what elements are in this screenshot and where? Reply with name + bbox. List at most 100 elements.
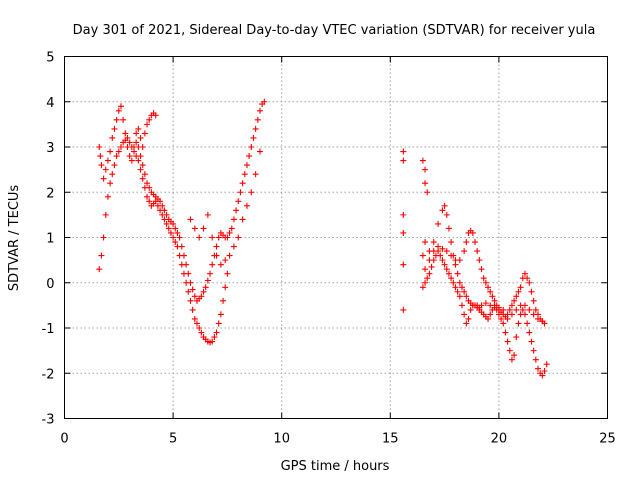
data-point	[96, 266, 103, 273]
data-point	[102, 166, 109, 173]
data-point	[511, 352, 518, 359]
data-point	[426, 257, 433, 264]
data-point	[224, 234, 231, 241]
data-point	[443, 248, 450, 255]
data-point	[196, 234, 203, 241]
data-point	[98, 252, 105, 259]
data-point	[482, 300, 489, 307]
data-point	[137, 166, 144, 173]
data-point	[128, 157, 135, 164]
data-point	[445, 225, 452, 232]
data-point	[185, 270, 192, 277]
data-point	[445, 270, 452, 277]
data-point	[176, 234, 183, 241]
data-point	[178, 243, 185, 250]
data-point	[437, 252, 444, 259]
y-tick-label: 2	[46, 186, 54, 201]
data-point	[226, 252, 233, 259]
data-point	[254, 116, 261, 123]
data-point	[187, 297, 194, 304]
data-point	[467, 306, 474, 313]
data-point	[463, 320, 470, 327]
data-point	[113, 153, 120, 160]
data-point	[532, 356, 539, 363]
data-point	[261, 98, 268, 105]
data-point	[209, 234, 216, 241]
data-point	[220, 297, 227, 304]
data-point	[163, 220, 170, 227]
data-point	[487, 288, 494, 295]
data-point	[456, 257, 463, 264]
data-point	[180, 252, 187, 259]
data-point	[202, 284, 209, 291]
data-point	[419, 284, 426, 291]
data-point	[115, 148, 122, 155]
data-point	[511, 297, 518, 304]
data-point	[141, 171, 148, 178]
data-point	[541, 320, 548, 327]
data-point	[111, 125, 118, 132]
x-tick-label: 5	[169, 432, 177, 447]
data-point	[461, 248, 468, 255]
data-point	[102, 211, 109, 218]
data-point	[476, 257, 483, 264]
data-point	[157, 198, 164, 205]
data-point	[502, 329, 509, 336]
series-e	[400, 148, 431, 313]
data-point	[228, 225, 235, 232]
data-point	[472, 239, 479, 246]
data-point	[207, 270, 214, 277]
data-point	[422, 239, 429, 246]
data-point	[485, 315, 492, 322]
data-point	[174, 229, 181, 236]
data-point	[113, 116, 120, 123]
data-point	[482, 279, 489, 286]
data-point	[248, 189, 255, 196]
data-point	[524, 320, 531, 327]
y-tick-label: 3	[46, 141, 54, 156]
data-point	[424, 275, 431, 282]
data-point	[443, 266, 450, 273]
data-point	[198, 293, 205, 300]
data-point	[515, 320, 522, 327]
x-tick-label: 20	[491, 432, 508, 447]
x-axis-label: GPS time / hours	[281, 459, 390, 474]
data-point	[170, 220, 177, 227]
data-point	[517, 284, 524, 291]
data-point	[458, 284, 465, 291]
data-point	[528, 338, 535, 345]
data-point	[104, 193, 111, 200]
data-point	[133, 130, 140, 137]
data-point	[172, 239, 179, 246]
data-point	[235, 234, 242, 241]
data-point	[469, 229, 476, 236]
data-point	[131, 148, 138, 155]
x-tick-label: 25	[599, 432, 616, 447]
data-point	[246, 153, 253, 160]
data-point	[117, 144, 124, 150]
data-point	[435, 243, 442, 250]
y-tick-label: 1	[46, 232, 54, 247]
data-point	[504, 311, 511, 318]
data-point	[185, 288, 192, 295]
data-point	[135, 157, 142, 164]
data-point	[120, 116, 127, 123]
data-point	[430, 239, 437, 246]
data-point	[200, 225, 207, 232]
data-point	[400, 306, 407, 313]
data-point	[532, 306, 539, 313]
data-point	[530, 297, 537, 304]
data-point	[463, 239, 470, 246]
data-point	[526, 306, 533, 313]
x-tick-label: 15	[382, 432, 399, 447]
data-point	[222, 284, 229, 291]
data-point	[243, 162, 250, 169]
data-point	[426, 270, 433, 277]
y-tick-label: 4	[46, 96, 54, 111]
data-point	[521, 270, 528, 277]
data-points	[96, 98, 550, 379]
data-point	[448, 252, 455, 259]
data-point	[107, 180, 114, 187]
data-point	[198, 329, 205, 336]
data-point	[487, 311, 494, 318]
